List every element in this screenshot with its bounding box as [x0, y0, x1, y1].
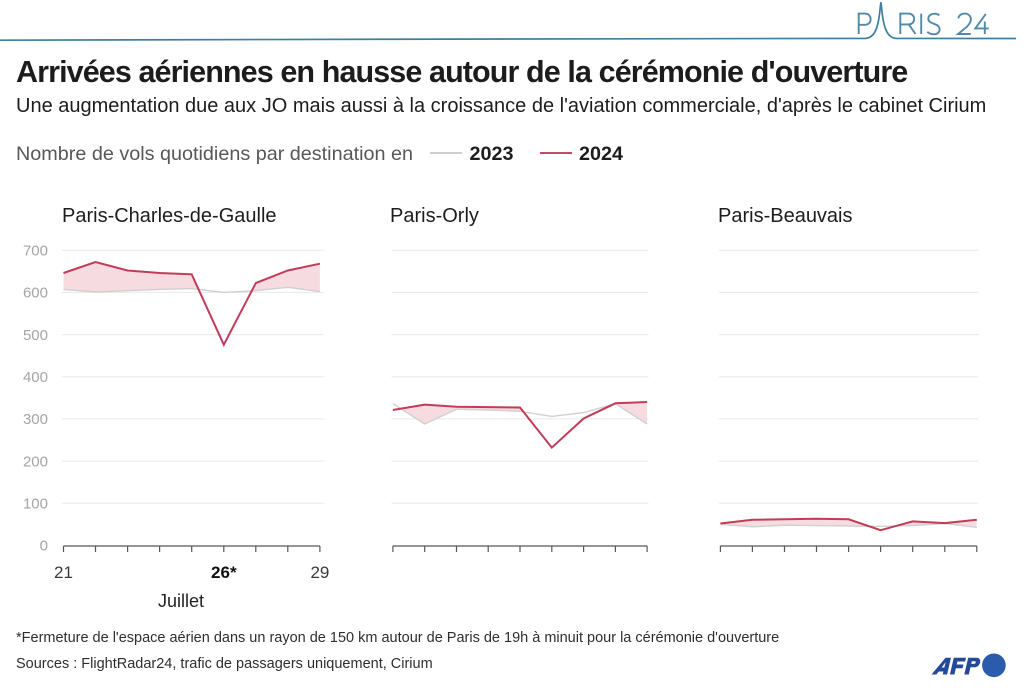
svg-text:200: 200 [23, 453, 48, 470]
svg-text:29: 29 [310, 563, 329, 582]
svg-text:300: 300 [23, 411, 48, 428]
svg-text:26*: 26* [211, 563, 237, 582]
svg-text:100: 100 [23, 496, 48, 513]
svg-text:21: 21 [54, 563, 73, 582]
svg-text:500: 500 [23, 327, 48, 344]
svg-text:600: 600 [23, 285, 48, 302]
svg-text:700: 700 [23, 243, 48, 260]
svg-text:0: 0 [40, 538, 48, 555]
svg-text:400: 400 [23, 369, 48, 386]
svg-text:Juillet: Juillet [158, 591, 204, 611]
